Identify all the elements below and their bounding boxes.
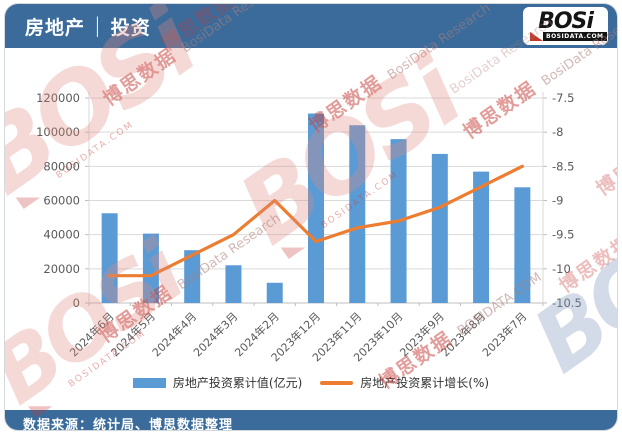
- legend-line-label: 房地产投资累计增长(%): [360, 376, 490, 390]
- chart-region: 0 -10.5 20000 -10 40000 -9.5 60000 -9 80000 -8.5 1…: [5, 48, 617, 410]
- title-separator: |: [94, 13, 102, 37]
- y-axis-label: 20000: [43, 262, 80, 276]
- bar: [514, 187, 531, 303]
- bar: [184, 250, 201, 303]
- bar: [101, 213, 118, 303]
- combo-chart: 0 -10.5 20000 -10 40000 -9.5 60000 -9 80000 -8.5 1…: [36, 91, 582, 364]
- y-axis-label: 80000: [43, 159, 80, 173]
- data-source-text: 数据来源：统计局、博思数据整理: [23, 417, 234, 431]
- bar: [266, 282, 283, 303]
- title-category: 房地产: [25, 16, 86, 39]
- bar: [308, 113, 324, 304]
- logo-triangle-icon: [530, 31, 543, 41]
- y-axis-label: 100000: [36, 125, 80, 139]
- bar: [142, 233, 159, 303]
- y-axis-label: 0: [73, 296, 80, 310]
- logo-domain-text: BOSIDATA.COM: [543, 31, 607, 41]
- y2-axis-label: -8: [552, 125, 563, 139]
- legend: 房地产投资累计值(亿元) 房地产投资累计增长(%): [5, 374, 617, 391]
- footer: 数据来源：统计局、博思数据整理: [5, 410, 617, 431]
- y-axis-label: 120000: [36, 91, 80, 105]
- y2-axis-label: -9: [552, 194, 563, 208]
- legend-bar-label: 房地产投资累计值(亿元): [172, 376, 303, 390]
- logo-wordmark: BOSi: [538, 8, 594, 34]
- x-axis-label: 2023年7月: [479, 309, 529, 359]
- y-axis-label: 60000: [43, 194, 80, 208]
- bosi-logo: BOSi BOSIDATA.COM: [523, 7, 608, 45]
- page-title: 房地产 | 投资: [25, 13, 151, 40]
- legend-line-swatch: [320, 380, 354, 385]
- logo-bottom-row: BOSIDATA.COM: [528, 31, 607, 41]
- bar: [473, 171, 490, 303]
- y2-axis-label: -8.5: [552, 159, 574, 173]
- title-topic: 投资: [110, 16, 151, 39]
- y-axis-label: 40000: [43, 228, 80, 242]
- card: 房地产 | 投资 BOSi BOSIDATA.COM 0 -10.5 20000 -1…: [4, 3, 618, 431]
- y2-axis-label: -9.5: [552, 228, 574, 242]
- legend-item-line: 房地产投资累计增长(%): [320, 374, 489, 391]
- bar: [225, 265, 242, 303]
- bar: [349, 125, 366, 303]
- y2-axis-label: -10.5: [552, 296, 582, 310]
- trend-line: [108, 164, 524, 278]
- y2-axis-label: -7.5: [552, 91, 574, 105]
- header: 房地产 | 投资 BOSi BOSIDATA.COM: [5, 4, 617, 48]
- bar: [431, 153, 448, 303]
- legend-bar-swatch: [132, 377, 166, 388]
- legend-item-bars: 房地产投资累计值(亿元): [132, 374, 303, 391]
- y2-axis-label: -10: [552, 262, 571, 276]
